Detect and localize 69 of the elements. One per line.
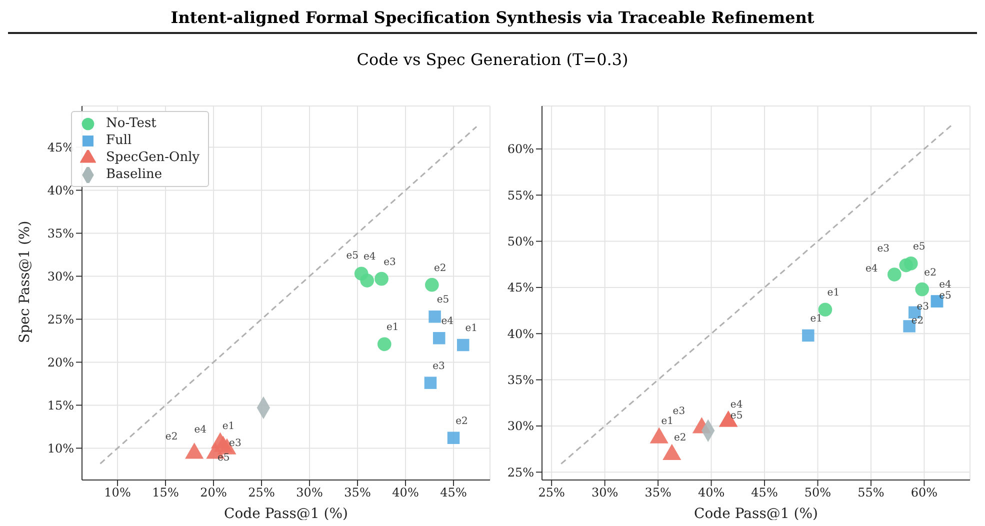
data-label: e5: [939, 290, 952, 302]
y-tick-label: 45%: [507, 280, 534, 295]
y-axis-title: Spec Pass@1 (%): [16, 220, 33, 343]
data-label: e4: [866, 264, 878, 275]
data-label: e5: [913, 242, 926, 253]
x-tick-label: 25%: [248, 486, 275, 500]
data-label: e4: [194, 424, 206, 436]
x-tick-label: 45%: [751, 486, 778, 500]
x-tick-label: 40%: [698, 486, 725, 500]
chart-subtitle: Code vs Spec Generation (T=0.3): [356, 50, 630, 69]
data-label: e5: [730, 410, 743, 422]
data-label: e4: [441, 316, 454, 328]
x-tick-label: 40%: [392, 486, 419, 500]
data-label: e3: [384, 256, 396, 268]
data-label: e2: [924, 267, 936, 278]
y-tick-label: 55%: [507, 188, 534, 202]
y-tick-label: 25%: [507, 465, 534, 480]
y-tick-label: 30%: [507, 419, 534, 434]
y-tick-label: 25%: [47, 312, 74, 326]
data-label: e3: [916, 301, 930, 312]
legend-label: No-Test: [106, 116, 156, 131]
data-label: e3: [672, 406, 686, 417]
x-tick-label: 60%: [910, 486, 938, 500]
y-tick-label: 15%: [47, 398, 74, 412]
x-tick-label: 25%: [538, 486, 565, 500]
y-tick-label: 60%: [507, 142, 534, 156]
data-label: e1: [222, 421, 235, 432]
legend-label: Full: [106, 133, 132, 148]
data-label: e2: [674, 432, 686, 444]
data-label: e4: [939, 279, 952, 290]
data-label: e5: [346, 250, 358, 262]
x-tick-label: 10%: [104, 486, 131, 500]
x-tick-label: 15%: [152, 486, 179, 500]
y-tick-label: 40%: [507, 326, 534, 341]
x-tick-label: 35%: [644, 486, 672, 500]
x-tick-label: 50%: [804, 486, 832, 500]
data-label: e2: [434, 262, 446, 274]
data-label: e3: [229, 438, 242, 450]
data-label: e3: [432, 360, 445, 372]
legend-label: Baseline: [106, 167, 162, 182]
data-label: e2: [911, 315, 924, 326]
x-tick-label: 30%: [591, 486, 618, 500]
legend-label: SpecGen-Only: [106, 150, 200, 165]
x-tick-label: 30%: [296, 486, 323, 500]
data-label: e1: [465, 323, 478, 334]
data-label: e2: [165, 431, 178, 442]
data-label: e3: [877, 243, 890, 254]
data-label: e1: [661, 416, 674, 428]
data-label: e2: [456, 416, 468, 427]
data-label: e4: [363, 252, 376, 263]
y-tick-label: 35%: [47, 226, 74, 241]
y-tick-label: 20%: [47, 355, 74, 370]
data-label: e4: [730, 399, 743, 410]
data-label: e1: [810, 314, 823, 325]
data-label: e5: [436, 294, 450, 306]
data-label: e1: [827, 288, 840, 299]
y-tick-label: 10%: [47, 441, 74, 456]
x-tick-label: 55%: [858, 486, 884, 500]
data-label: e1: [386, 322, 399, 334]
chart-title: Intent-aligned Formal Specification Synthesis via Traceable Refinement: [170, 8, 816, 27]
y-tick-label: 30%: [47, 269, 74, 284]
y-tick-label: 40%: [47, 184, 74, 198]
y-tick-label: 50%: [507, 234, 534, 249]
data-label: e5: [218, 452, 230, 464]
x-tick-label: 35%: [344, 486, 371, 500]
x-tick-label: 45%: [440, 486, 467, 500]
y-tick-label: 45%: [47, 140, 74, 155]
x-tick-label: 20%: [200, 486, 227, 500]
y-tick-label: 35%: [507, 373, 534, 388]
